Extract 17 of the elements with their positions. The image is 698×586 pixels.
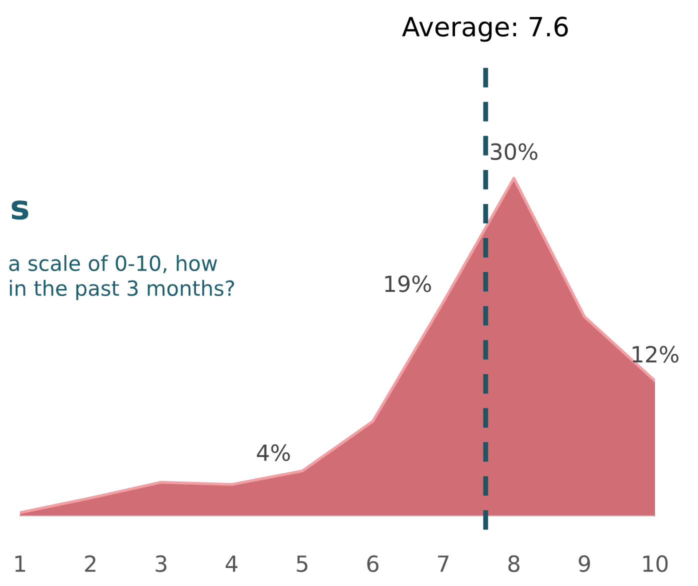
data-label: 12% <box>632 346 678 363</box>
text: a scale of 0-10, how in the past 3 months? <box>9 255 234 300</box>
data-label: 4% <box>256 444 290 462</box>
data-label: 19% <box>385 275 431 292</box>
x-tick-label: 5 <box>296 556 308 572</box>
ref-line-label: Average: 7.6 <box>402 16 568 42</box>
x-tick-label: 10 <box>643 555 668 572</box>
x-tick-label: 6 <box>367 555 378 572</box>
x-tick-label: 3 <box>156 555 166 572</box>
data-label: 30% <box>490 143 538 160</box>
x-tick-label: 1 <box>15 556 26 572</box>
x-tick-label: 8 <box>508 555 520 572</box>
chart-title: s <box>12 200 28 220</box>
x-tick-label: 9 <box>578 555 590 572</box>
x-tick-label: 7 <box>438 556 449 572</box>
x-tick-label: 2 <box>85 555 96 572</box>
x-tick-label: 4 <box>226 556 238 572</box>
